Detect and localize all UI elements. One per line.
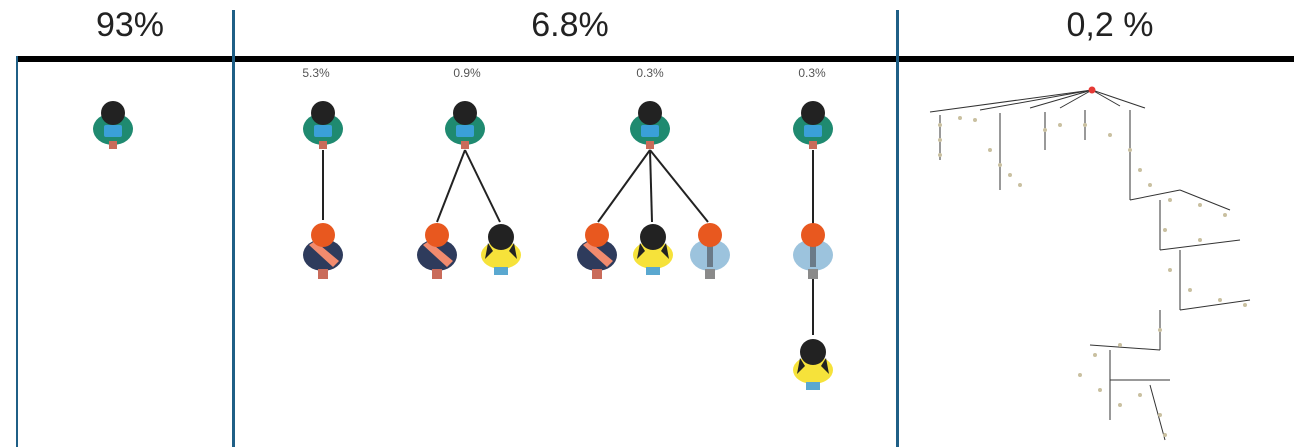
column-3-percent: 0,2 %	[1066, 6, 1154, 44]
child-orange	[417, 223, 457, 279]
tree-root-node	[1088, 86, 1096, 94]
child-orange	[303, 223, 343, 279]
child-lightblue	[690, 223, 730, 279]
child-orange	[577, 223, 617, 279]
child-yellow	[633, 224, 673, 275]
frame-left	[16, 56, 18, 447]
person-single	[93, 101, 133, 149]
parent-person	[445, 101, 485, 149]
column-1-percent: 93%	[95, 6, 165, 44]
large-tree	[929, 89, 1251, 441]
divider-2	[896, 10, 899, 447]
child-yellow	[481, 224, 521, 275]
divider-1	[232, 10, 235, 447]
parent-person	[793, 101, 833, 149]
group-2-percent: 0.9%	[453, 66, 481, 80]
grandchild-yellow	[793, 339, 833, 390]
parent-person	[630, 101, 670, 149]
parent-person	[303, 101, 343, 149]
tree-nodes	[938, 116, 1247, 437]
column-2-percent: 6.8%	[531, 6, 609, 44]
child-lightblue	[793, 223, 833, 279]
group-1-percent: 5.3%	[302, 66, 330, 80]
header-rule	[18, 56, 1294, 62]
group-4-percent: 0.3%	[798, 66, 826, 80]
group-3-percent: 0.3%	[636, 66, 664, 80]
